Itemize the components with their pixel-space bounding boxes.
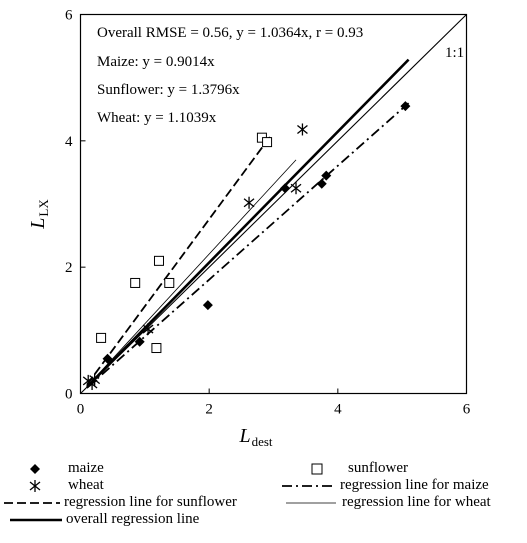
point-sunflower-4 xyxy=(164,277,175,288)
point-maize-2 xyxy=(202,300,213,311)
thick-line-icon xyxy=(10,518,62,521)
open-square-icon xyxy=(311,463,323,474)
legend-label-wheat-regression: regression line for wheat xyxy=(342,494,491,510)
point-maize-5 xyxy=(321,170,332,181)
legend-item-sunflower-regression: regression line for sunflower xyxy=(2,494,237,511)
point-maize-0 xyxy=(102,353,113,364)
regression-lines xyxy=(80,14,467,394)
x-axis-title-sub: dest xyxy=(252,434,273,449)
point-maize-6 xyxy=(400,101,411,112)
annotation-one-to-one: 1:1 xyxy=(445,45,464,61)
line-thick-3 xyxy=(86,58,410,388)
legend-label-overall-regression: overall regression line xyxy=(66,511,200,527)
x-tick-label-0: 0 xyxy=(77,402,85,418)
line-reference-4 xyxy=(80,14,467,394)
annotation-wheat: Wheat: y = 1.1039x xyxy=(97,110,217,126)
legend-item-sunflower: sunflower xyxy=(300,460,408,477)
y-tick-label-3: 6 xyxy=(65,8,73,24)
line-dash-1 xyxy=(86,135,272,386)
y-tick-label-2: 4 xyxy=(65,134,73,150)
point-wheat-5 xyxy=(290,182,302,195)
legend-item-maize: maize xyxy=(18,460,104,477)
thin-line-icon xyxy=(286,502,336,503)
legend-label-maize-regression: regression line for maize xyxy=(340,477,489,493)
point-sunflower-3 xyxy=(153,255,164,266)
point-wheat-3 xyxy=(142,323,154,336)
data-points xyxy=(82,101,411,391)
x-tick-label-1: 2 xyxy=(205,402,213,418)
point-sunflower-1 xyxy=(130,277,141,288)
legend-label-wheat: wheat xyxy=(68,477,104,493)
annotation-overall: Overall RMSE = 0.56, y = 1.0364x, r = 0.… xyxy=(97,25,363,41)
point-wheat-2 xyxy=(89,373,101,386)
legend: maize sunflower wheat regression line fo… xyxy=(0,456,527,543)
y-tick-label-0: 0 xyxy=(65,387,73,403)
y-axis-title-main: L xyxy=(27,218,49,230)
legend-item-overall-regression: overall regression line xyxy=(8,511,199,528)
legend-item-wheat: wheat xyxy=(18,477,104,494)
y-axis-title: LLX xyxy=(27,199,51,230)
legend-label-sunflower-regression: regression line for sunflower xyxy=(64,494,237,510)
point-maize-4 xyxy=(316,178,327,189)
point-sunflower-2 xyxy=(151,343,162,354)
y-axis-title-sub: LX xyxy=(36,199,51,217)
line-thin-2 xyxy=(86,159,297,387)
asterisk-icon xyxy=(29,479,41,492)
point-wheat-6 xyxy=(297,123,308,136)
y-tick-label-1: 2 xyxy=(65,260,73,276)
axis-ticks: 0 2 4 6 0 2 4 6 xyxy=(65,8,471,418)
line-dash-dot-0 xyxy=(86,102,410,389)
point-sunflower-6 xyxy=(262,137,273,148)
annotation-sunflower: Sunflower: y = 1.3796x xyxy=(97,82,240,98)
scatter-chart: 0 2 4 6 0 2 4 6 Overall RMSE = 0.56, y = 1.0364… xyxy=(27,8,471,450)
legend-item-wheat-regression: regression line for wheat xyxy=(284,494,491,511)
point-sunflower-0 xyxy=(96,332,107,343)
x-tick-label-2: 4 xyxy=(334,402,342,418)
legend-item-maize-regression: regression line for maize xyxy=(280,477,489,494)
point-wheat-1 xyxy=(86,378,98,391)
point-maize-3 xyxy=(280,183,291,194)
dash-dot-line-icon xyxy=(282,484,336,487)
dash-line-icon xyxy=(4,501,60,504)
plot-frame xyxy=(79,13,468,395)
x-tick-label-3: 6 xyxy=(463,402,471,418)
annotation-maize: Maize: y = 0.9014x xyxy=(97,54,215,70)
x-axis-title-main: L xyxy=(238,425,250,447)
legend-label-sunflower: sunflower xyxy=(348,460,408,476)
filled-diamond-icon xyxy=(30,463,40,474)
legend-label-maize: maize xyxy=(68,460,104,476)
point-wheat-4 xyxy=(243,196,255,209)
point-maize-1 xyxy=(134,336,145,347)
x-axis-title: Ldest xyxy=(238,425,272,449)
